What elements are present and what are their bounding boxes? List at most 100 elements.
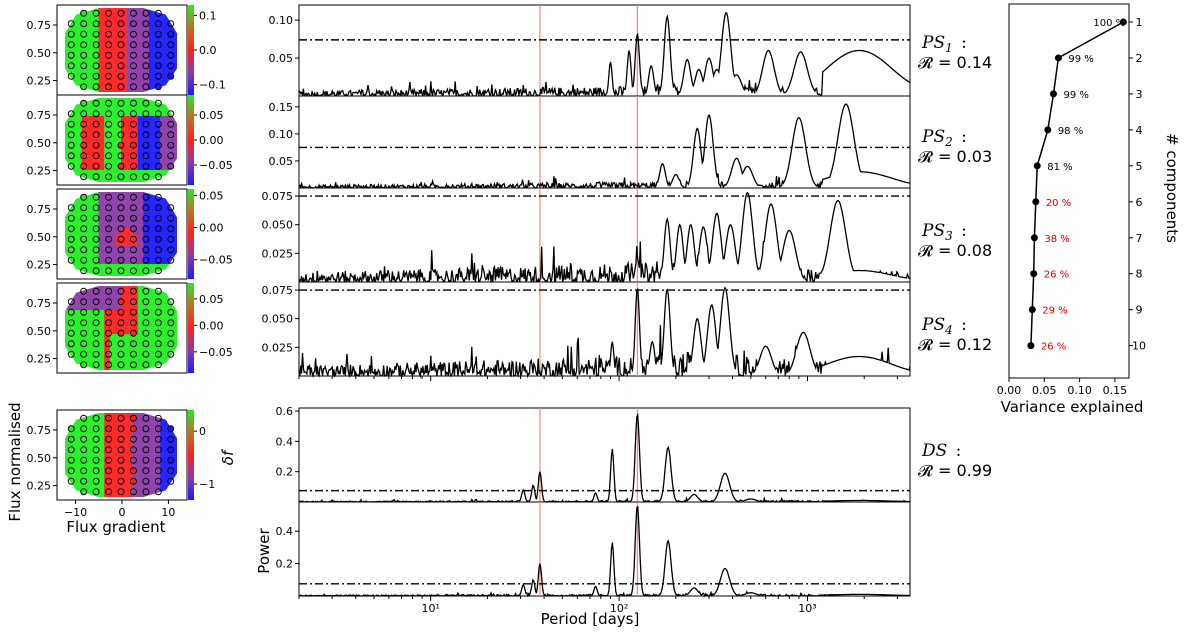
variance-line [1030, 21, 1124, 346]
variance-xtick-label: 0.10 [1067, 384, 1092, 397]
sample-point [129, 20, 137, 28]
colorbar-tick-label: 0.05 [199, 293, 224, 306]
colorbar-tick-label: 0.0 [199, 44, 217, 57]
sample-point [105, 152, 113, 160]
sample-point [80, 340, 88, 348]
variance-ytick-label: 5 [1136, 160, 1143, 173]
sample-point [105, 131, 113, 139]
sample-point [67, 467, 75, 475]
sample-point [67, 41, 75, 49]
sample-point [117, 41, 125, 49]
variance-chart: 0.00 0.05 0.10 0.15 1 2 3 4 5 6 7 8 9 10 100 % 99 % 99 %… [997, 3, 1146, 397]
sample-point [142, 287, 150, 295]
sample-point [167, 120, 175, 128]
map-xtick-label: 0 [119, 506, 126, 519]
sample-point [105, 414, 113, 422]
sample-point [105, 72, 113, 80]
power-curve [298, 286, 911, 379]
sample-point [67, 235, 75, 243]
power-ytick-label: 0.075 [262, 284, 294, 297]
annotation-ps4: PS4 :𝓡 = 0.12 [918, 315, 992, 354]
flux-maps: 0.250.500.750.10.0−0.10.250.500.75 0.050.… [27, 4, 233, 519]
sample-point [105, 329, 113, 337]
sample-point [92, 204, 100, 212]
variance-ytick-label: 4 [1136, 124, 1143, 137]
power-ytick-label: 0.4 [276, 525, 294, 538]
map-ytick-label: 0.75 [27, 109, 52, 122]
sample-point [167, 456, 175, 464]
sample-point [117, 350, 125, 358]
map-ytick-label: 0.50 [27, 137, 52, 150]
sample-point [67, 329, 75, 337]
sample-point [92, 329, 100, 337]
sample-point [154, 131, 162, 139]
sample-point [67, 246, 75, 254]
sample-point [67, 152, 75, 160]
power-ytick-label: 0.05 [269, 52, 294, 65]
sample-point [105, 193, 113, 201]
sample-point [154, 467, 162, 475]
sample-point [142, 173, 150, 181]
colorbar-ps2: 0.05 0.00 −0.05 [188, 95, 233, 185]
sample-point [80, 152, 88, 160]
map-xtick-label: 10 [161, 506, 175, 519]
sample-point [117, 30, 125, 38]
sample-point [92, 298, 100, 306]
sample-point [117, 235, 125, 243]
sample-point [142, 131, 150, 139]
sample-point [80, 51, 88, 59]
sample-point [142, 204, 150, 212]
periodogram-frame [298, 407, 911, 503]
sample-point [92, 456, 100, 464]
colorbar-tick-label: 0.00 [199, 319, 224, 332]
colorbar-tick-label: −0.1 [199, 79, 226, 92]
sample-point [80, 214, 88, 222]
sample-point [167, 152, 175, 160]
power-ytick-label: 0.15 [269, 101, 294, 114]
variance-point [1054, 54, 1062, 62]
sample-point [154, 214, 162, 222]
sample-point [167, 41, 175, 49]
sample-point [67, 319, 75, 327]
component-name: PS2 : [921, 127, 967, 149]
periodogram-frame [298, 501, 911, 597]
map-ytick-label: 0.25 [27, 165, 52, 178]
sample-point [105, 214, 113, 222]
map-panel-ds: 0.25 0.50 0.75 0 −1 −10 0 10 [27, 409, 215, 519]
sample-point [117, 446, 125, 454]
sample-point [105, 308, 113, 316]
power-ytick-label: 0.2 [276, 466, 294, 479]
sample-point [154, 30, 162, 38]
sample-point [92, 9, 100, 17]
sample-point [129, 152, 137, 160]
variance-pct-label: 20 % [1046, 198, 1071, 209]
sample-point [117, 99, 125, 107]
sample-point [105, 225, 113, 233]
sample-point [92, 162, 100, 170]
sample-point [129, 110, 137, 118]
sample-point [117, 204, 125, 212]
r-value-label: 𝓡 = 0.12 [918, 335, 992, 354]
sample-point [80, 173, 88, 181]
map-ytick-label: 0.25 [27, 353, 52, 366]
sample-point [129, 225, 137, 233]
sample-point [67, 110, 75, 118]
sample-point [92, 350, 100, 358]
variance-pct-label: 99 % [1063, 90, 1088, 101]
sample-point [92, 152, 100, 160]
sample-point [142, 62, 150, 70]
sample-point [105, 51, 113, 59]
colorbar-tick-label: −0.05 [199, 159, 233, 172]
sample-point [67, 30, 75, 38]
sample-point [80, 308, 88, 316]
sample-point [117, 287, 125, 295]
sample-point [80, 467, 88, 475]
sample-point [105, 256, 113, 264]
sample-point [167, 20, 175, 28]
sample-point [105, 287, 113, 295]
sample-point [129, 329, 137, 337]
colorbar-ps3: 0.05 0.00 −0.05 [188, 189, 233, 279]
colorbar-tick-label: 0.00 [199, 134, 224, 147]
sample-point [92, 477, 100, 485]
